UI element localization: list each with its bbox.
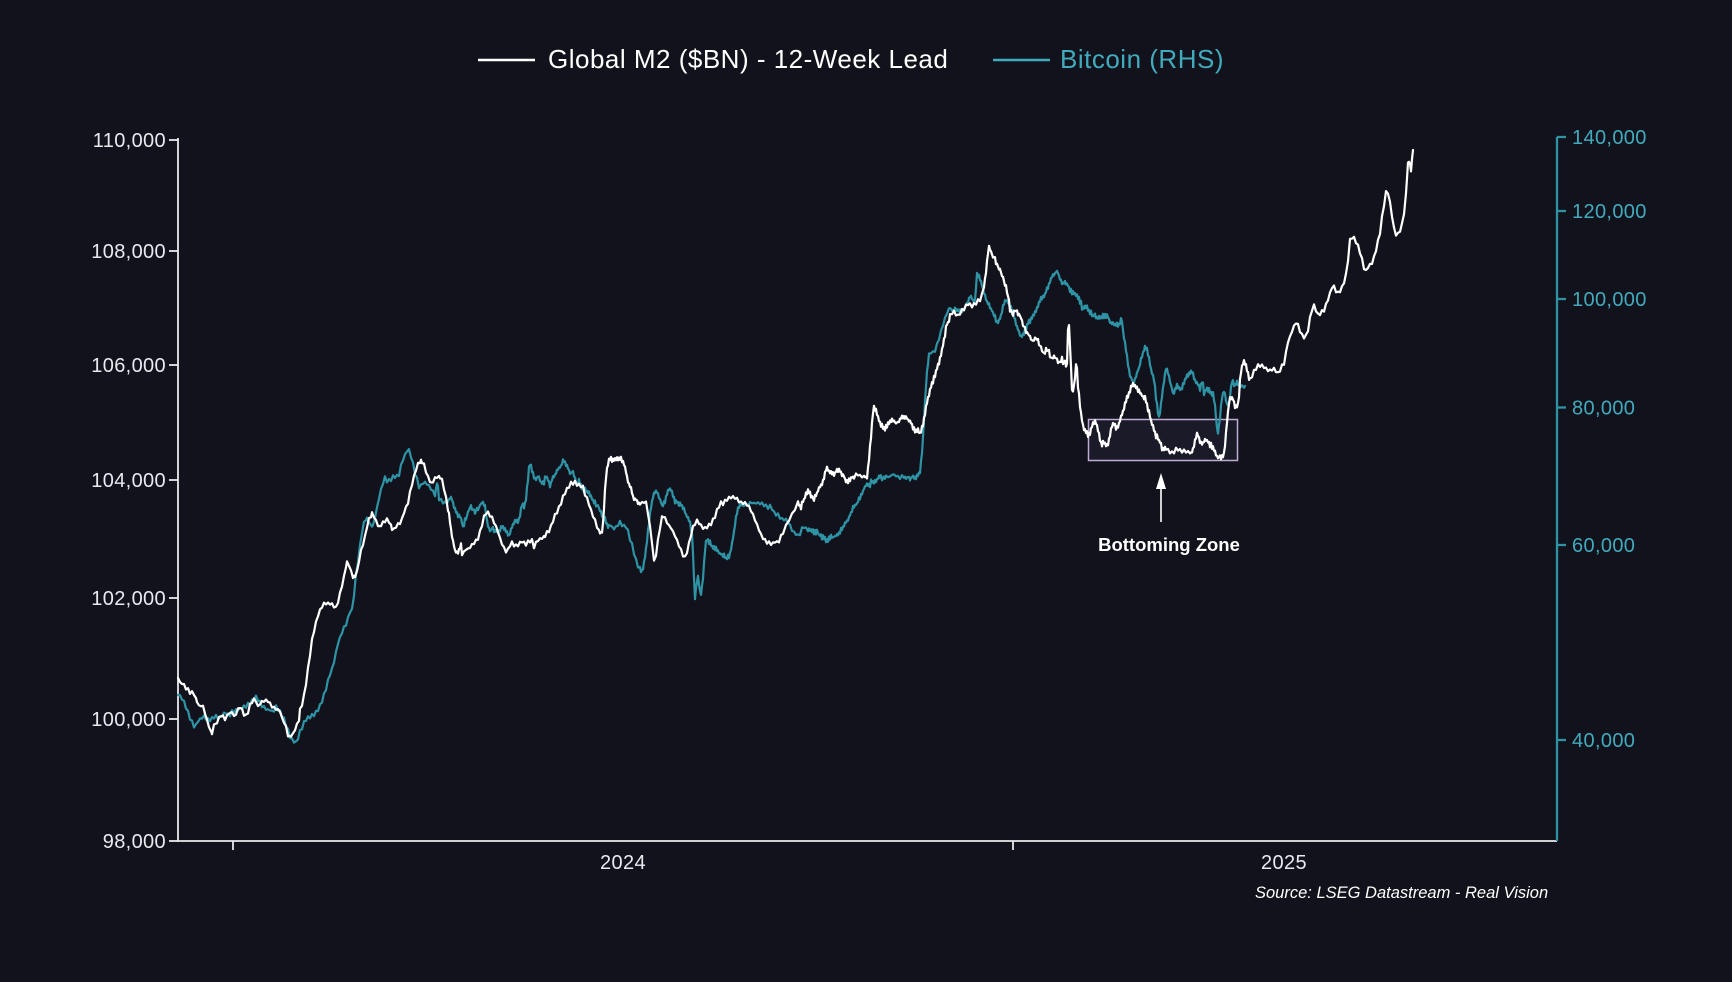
svg-text:100,000: 100,000 (91, 709, 166, 731)
svg-text:2024: 2024 (600, 852, 646, 874)
svg-text:80,000: 80,000 (1572, 398, 1635, 420)
svg-text:110,000: 110,000 (93, 130, 166, 152)
svg-text:98,000: 98,000 (103, 831, 166, 853)
svg-text:Source: LSEG Datastream - Real: Source: LSEG Datastream - Real Vision (1255, 884, 1548, 902)
svg-text:140,000: 140,000 (1572, 127, 1647, 149)
svg-text:Bitcoin (RHS): Bitcoin (RHS) (1060, 44, 1224, 74)
svg-text:106,000: 106,000 (91, 355, 166, 377)
svg-text:120,000: 120,000 (1572, 201, 1647, 223)
svg-text:Global M2 ($BN) - 12-Week Lead: Global M2 ($BN) - 12-Week Lead (548, 44, 948, 74)
svg-text:104,000: 104,000 (91, 470, 166, 492)
svg-text:100,000: 100,000 (1572, 289, 1647, 311)
svg-text:40,000: 40,000 (1572, 730, 1635, 752)
svg-text:2025: 2025 (1261, 852, 1307, 874)
svg-text:102,000: 102,000 (91, 588, 166, 610)
svg-text:108,000: 108,000 (91, 241, 166, 263)
svg-text:Bottoming Zone: Bottoming Zone (1098, 534, 1240, 555)
svg-text:60,000: 60,000 (1572, 535, 1635, 557)
